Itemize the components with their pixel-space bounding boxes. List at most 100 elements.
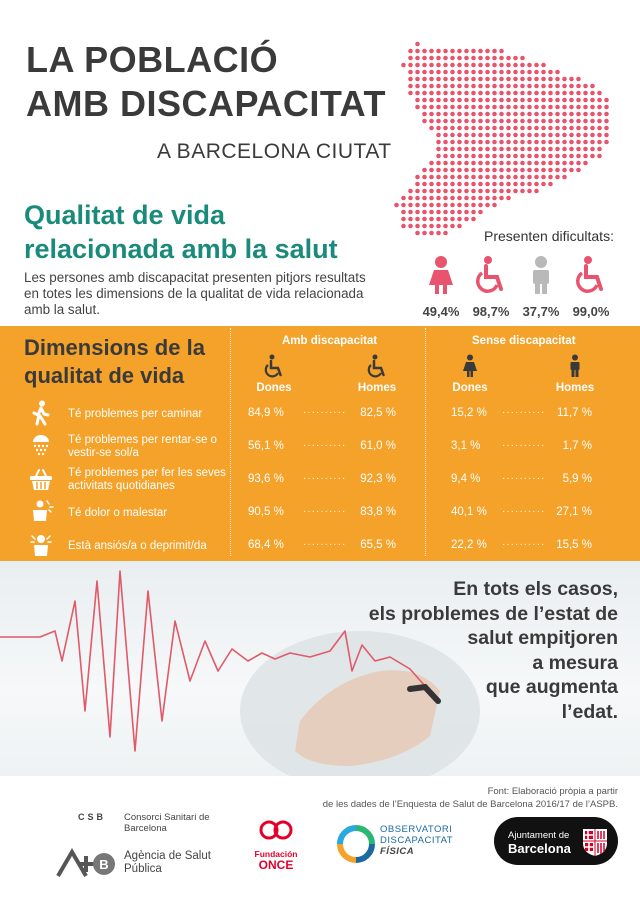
map-dot: [436, 153, 441, 159]
map-dot: [604, 104, 609, 110]
map-dot: [450, 111, 455, 117]
map-dot: [464, 104, 469, 110]
map-dot: [604, 132, 609, 138]
map-dot: [604, 125, 609, 131]
map-dot: [492, 118, 497, 124]
map-dot: [450, 146, 455, 152]
map-dot: [464, 132, 469, 138]
map-dot: [450, 160, 455, 166]
map-dot: [604, 118, 609, 124]
map-dot: [471, 195, 476, 201]
map-dot: [527, 111, 532, 117]
map-dot: [457, 125, 462, 131]
map-dot: [527, 125, 532, 131]
map-dot: [422, 118, 427, 124]
map-dot: [562, 90, 567, 96]
map-dot: [513, 188, 518, 194]
map-dot: [401, 195, 406, 201]
map-dot: [527, 188, 532, 194]
map-dot: [457, 223, 462, 229]
map-dot: [506, 167, 511, 173]
cell-sense-homes: 27,1 %: [556, 506, 592, 518]
map-dot: [597, 132, 602, 138]
map-dot: [548, 139, 553, 145]
map-dot: [429, 69, 434, 75]
map-dot: [527, 83, 532, 89]
map-dot: [520, 97, 525, 103]
dot-leader: ··········: [303, 407, 347, 418]
map-dot: [569, 167, 574, 173]
col-sense-homes: Homes: [555, 382, 595, 394]
source-line2: de les dades de l’Enquesta de Salut de B…: [322, 799, 618, 810]
map-dot: [534, 139, 539, 145]
map-dot: [464, 97, 469, 103]
map-dot: [506, 118, 511, 124]
map-dot: [464, 69, 469, 75]
map-dot: [583, 111, 588, 117]
cell-amb-homes: 92,3 %: [360, 473, 396, 485]
map-dot: [562, 132, 567, 138]
map-dot: [408, 76, 413, 82]
map-dot: [415, 83, 420, 89]
map-dot: [464, 90, 469, 96]
map-dot: [562, 174, 567, 180]
map-dot: [408, 55, 413, 61]
map-dot: [590, 125, 595, 131]
map-dot: [478, 167, 483, 173]
map-dot: [541, 160, 546, 166]
dot-leader: ··········: [502, 506, 546, 517]
map-dot: [555, 167, 560, 173]
map-dot: [422, 90, 427, 96]
map-dot: [443, 132, 448, 138]
row-label: Té dolor o malestar: [68, 506, 168, 519]
map-dot: [576, 153, 581, 159]
map-dot: [464, 76, 469, 82]
map-dot: [436, 125, 441, 131]
map-dot: [464, 118, 469, 124]
group-sense-title: Sense discapacitat: [472, 335, 576, 347]
difficulty-men-disability-value: 99,0%: [572, 304, 610, 319]
map-dot: [436, 76, 441, 82]
map-dot: [450, 118, 455, 124]
map-dot: [555, 132, 560, 138]
map-dot: [436, 83, 441, 89]
cell-sense-homes: 15,5 %: [556, 539, 592, 551]
map-dot: [604, 139, 609, 145]
map-dot: [520, 188, 525, 194]
map-dot: [422, 69, 427, 75]
map-dot: [541, 104, 546, 110]
map-dot: [436, 90, 441, 96]
map-dot: [576, 97, 581, 103]
map-dot: [485, 111, 490, 117]
map-dot: [478, 139, 483, 145]
logo-observatori: OBSERVATORI DISCAPACITAT FÍSICA: [336, 824, 453, 869]
map-dot: [492, 167, 497, 173]
map-dot: [429, 90, 434, 96]
map-dot: [457, 174, 462, 180]
map-dot: [422, 97, 427, 103]
map-dot: [562, 146, 567, 152]
map-dot: [429, 181, 434, 187]
map-dot: [513, 104, 518, 110]
map-dot: [450, 97, 455, 103]
map-dot: [443, 48, 448, 54]
map-dot: [422, 48, 427, 54]
cell-amb-homes: 65,5 %: [360, 539, 396, 551]
map-dot: [562, 167, 567, 173]
map-dot: [443, 76, 448, 82]
map-dot: [527, 139, 532, 145]
map-dot: [464, 195, 469, 201]
map-dot: [408, 90, 413, 96]
map-dot: [429, 97, 434, 103]
quote-line: En tots els casos,: [453, 578, 618, 600]
map-dot: [478, 118, 483, 124]
map-dot: [422, 76, 427, 82]
map-dot: [548, 174, 553, 180]
map-dot: [401, 62, 406, 68]
map-dot: [457, 181, 462, 187]
cell-sense-dones: 3,1 %: [451, 440, 481, 452]
map-dot: [450, 195, 455, 201]
map-dot: [443, 125, 448, 131]
map-dot: [450, 55, 455, 61]
map-dot: [492, 125, 497, 131]
